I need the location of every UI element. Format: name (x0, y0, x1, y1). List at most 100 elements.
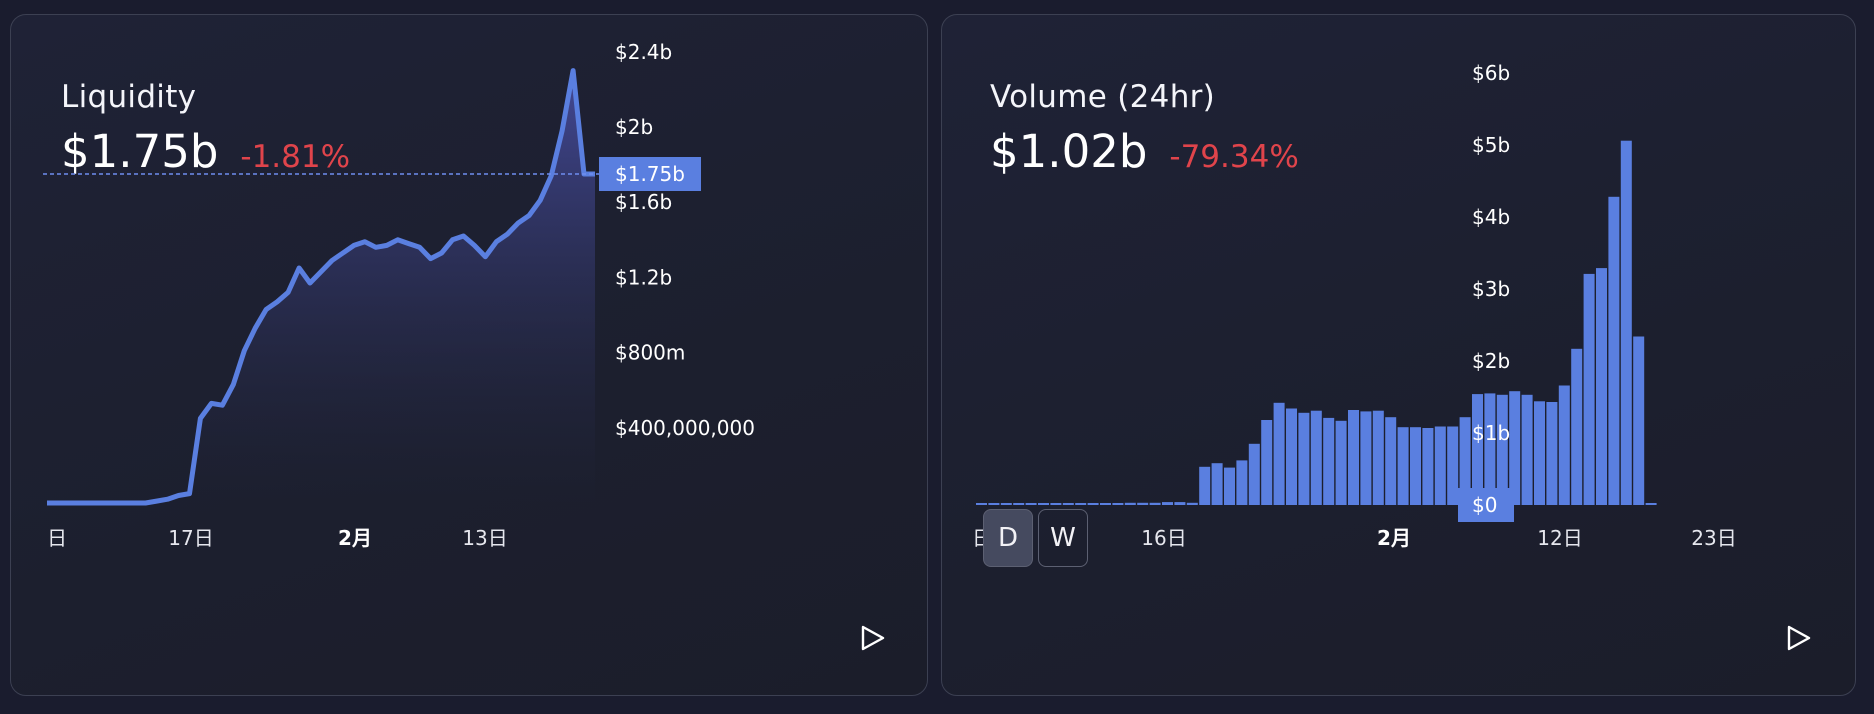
liquidity-y-tick: $1.6b (615, 190, 672, 214)
volume-bar (1286, 408, 1297, 505)
liquidity-chart[interactable]: $2.8b$2.4b$2b$1.6b$1.2b$800m$400,000,000… (11, 15, 928, 696)
liquidity-value-row: $1.75b -1.81% (61, 125, 350, 178)
volume-bar (1013, 503, 1025, 505)
volume-bar (1620, 140, 1632, 505)
volume-bar (1335, 420, 1347, 505)
volume-bar (1062, 503, 1074, 505)
volume-bar (1608, 196, 1620, 506)
volume-bar (1385, 417, 1397, 505)
volume-bar (1422, 428, 1434, 505)
volume-bar (1583, 273, 1595, 505)
liquidity-y-tick: $800m (615, 341, 685, 365)
volume-x-tick: 12日 (1537, 526, 1582, 550)
liquidity-y-tick: $400,000,000 (615, 416, 755, 440)
volume-bar (1038, 503, 1049, 505)
volume-bar (1174, 502, 1186, 505)
volume-bar (1124, 502, 1136, 505)
volume-y-tick: $6b (1472, 61, 1510, 85)
volume-current-marker (1458, 488, 1514, 522)
toggle-week-button[interactable]: W (1038, 509, 1088, 567)
volume-bar (1472, 394, 1483, 505)
volume-y-tick: $1b (1472, 421, 1510, 445)
volume-chart[interactable]: $6b$5b$4b$3b$2b$1b $0 日 16日 2月 12日 23日 (942, 15, 1856, 696)
volume-bar (1521, 394, 1533, 505)
volume-value-row: $1.02b -79.34% (990, 125, 1299, 178)
liquidity-y-axis: $2.8b$2.4b$2b$1.6b$1.2b$800m$400,000,000 (615, 40, 755, 440)
liquidity-current-marker (599, 157, 701, 191)
volume-bar (1087, 503, 1099, 505)
volume-bar (1323, 417, 1335, 505)
volume-bar (1372, 410, 1384, 505)
volume-bars (976, 140, 1657, 506)
volume-bar (1459, 417, 1471, 505)
liquidity-value: $1.75b (61, 125, 219, 178)
volume-bar (1447, 426, 1459, 505)
volume-bar (1248, 443, 1260, 505)
volume-bar (1000, 503, 1012, 505)
volume-bar (1397, 427, 1409, 505)
volume-bar (1162, 502, 1173, 505)
liquidity-y-tick: $2b (615, 115, 653, 139)
liquidity-x-tick: 17日 (168, 526, 213, 550)
volume-bar (1509, 391, 1521, 505)
volume-y-tick: $4b (1472, 205, 1510, 229)
liquidity-line (47, 68, 595, 506)
liquidity-y-tick: $1.2b (615, 265, 672, 289)
volume-y-axis: $6b $5b $4b $3b $2b $1b (1472, 61, 1510, 445)
volume-bar (1633, 336, 1645, 505)
volume-bar (1199, 466, 1211, 505)
liquidity-change: -1.81% (240, 139, 351, 175)
liquidity-x-tick: 日 (47, 526, 67, 550)
volume-value: $1.02b (990, 125, 1148, 178)
volume-card: Volume (24hr) $1.02b -79.34% $6b $5b $4b $3… (941, 14, 1856, 696)
volume-bar (988, 503, 1000, 505)
volume-title: Volume (24hr) (990, 79, 1216, 115)
liquidity-y-tick: $2.4b (615, 40, 672, 64)
volume-bar (1149, 502, 1161, 505)
volume-bar (1100, 503, 1111, 505)
volume-y-tick: $3b (1472, 277, 1510, 301)
volume-bar (1571, 348, 1583, 505)
volume-bar (1186, 502, 1198, 505)
volume-bar (1546, 402, 1558, 505)
liquidity-x-axis: 日 17日 2月 13日 (47, 526, 508, 550)
volume-bar (1298, 412, 1310, 505)
volume-bar (1075, 503, 1087, 505)
volume-bar (1137, 502, 1149, 505)
volume-bar (1310, 410, 1322, 505)
volume-bar (1434, 426, 1446, 505)
liquidity-x-tick: 2月 (338, 526, 372, 550)
volume-bar (1360, 411, 1372, 505)
play-icon[interactable] (857, 623, 887, 653)
volume-bar (1112, 503, 1124, 505)
toggle-day-button[interactable]: D (983, 509, 1033, 567)
volume-bar (1484, 393, 1496, 505)
volume-bar (1261, 420, 1273, 505)
liquidity-area (47, 70, 595, 503)
liquidity-card: Liquidity $1.75b -1.81% $2.8b$2.4b$2b$1.… (10, 14, 928, 696)
volume-change: -79.34% (1169, 139, 1299, 175)
volume-x-tick: 16日 (1141, 526, 1186, 550)
volume-x-axis: 日 16日 2月 12日 23日 (972, 526, 1737, 550)
volume-bar (1236, 460, 1248, 505)
volume-bar (1534, 401, 1545, 505)
volume-bar (1496, 394, 1508, 505)
volume-bar (1224, 467, 1235, 505)
play-icon[interactable] (1783, 623, 1813, 653)
volume-bar (1410, 427, 1421, 505)
volume-bar (1050, 503, 1062, 505)
volume-bar (1025, 503, 1037, 505)
volume-bar (1645, 503, 1657, 505)
liquidity-title: Liquidity (61, 79, 197, 115)
volume-bar (1211, 463, 1223, 505)
volume-bar (1596, 268, 1607, 505)
volume-current-marker-label: $0 (1472, 493, 1497, 517)
liquidity-current-marker-label: $1.75b (615, 162, 685, 186)
volume-x-tick: 23日 (1691, 526, 1736, 550)
volume-y-tick: $2b (1472, 349, 1510, 373)
liquidity-x-tick: 13日 (462, 526, 507, 550)
volume-x-tick: 2月 (1377, 526, 1411, 550)
volume-bar (976, 503, 987, 505)
volume-bar (1558, 385, 1570, 505)
